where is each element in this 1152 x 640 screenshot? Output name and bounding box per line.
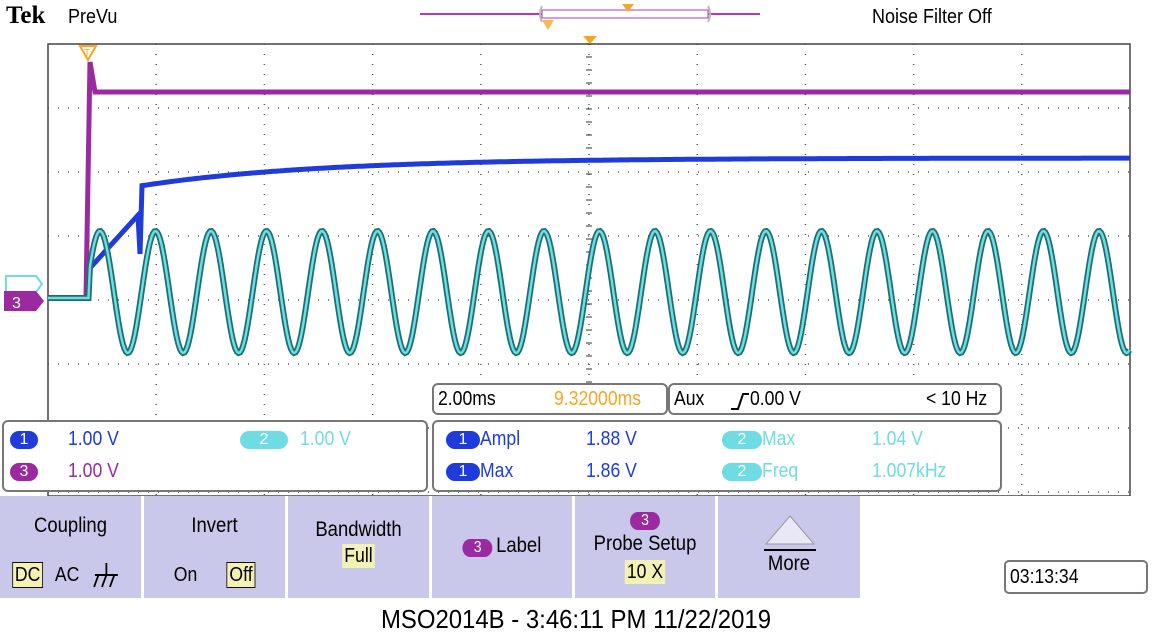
measurement-4-value: 1.007kHz [872,460,947,482]
horizontal-position-icon [583,36,597,44]
trigger-position-icon [78,45,98,63]
probe-setup-menu-button[interactable]: 3 Probe Setup 10 X [575,496,718,598]
expansion-point-icon [542,20,554,30]
waveform-display[interactable]: T3 [0,36,1152,496]
probe-setup-ch3-badge: 3 [630,512,660,530]
measurement-2-badge: 2 [722,431,762,449]
ch3-ground-marker [4,291,44,311]
timebase-scale: 2.00ms [438,388,496,410]
screen-markers: T3 [4,36,597,312]
invert-menu-button[interactable]: Invert On Off [144,496,288,598]
ch2-trace [48,229,1131,355]
ch3-badge: 3 [10,463,38,481]
noise-filter-status: Noise Filter Off [872,6,992,28]
triangle-up-icon [764,515,816,551]
timebase-readout[interactable]: 2.00ms 9.32000ms [432,383,668,415]
ch2-badge: 2 [240,431,288,449]
more-title: More [767,552,811,575]
trigger-frequency: < 10 Hz [926,388,988,410]
ch2-scale: 1.00 V [300,428,351,450]
horizontal-delay: 9.32000ms [554,388,642,410]
measurement-2-label: Max [762,428,796,450]
measurement-1-label: Ampl [480,428,521,450]
ch3-scale: 1.00 V [68,460,119,482]
measurement-3-badge: 1 [446,463,480,481]
trigger-position-label: T [84,48,90,59]
bandwidth-menu-button[interactable]: Bandwidth Full [288,496,432,598]
invert-on-option[interactable]: On [173,564,198,586]
trigger-readout[interactable]: Aux 0.00 V < 10 Hz [668,383,1002,415]
coupling-dc-option[interactable]: DC [12,562,43,588]
label-ch3-badge: 3 [462,539,493,557]
channel-scale-readout[interactable]: 1 1.00 V 2 1.00 V 3 1.00 V [2,420,428,492]
ch3-ground-marker-label: 3 [12,295,21,312]
ground-icon[interactable] [93,562,119,589]
trigger-marker-icon [622,4,634,12]
coupling-title: Coupling [34,514,107,537]
measurements-panel[interactable]: 1 Ampl 1.88 V 2 Max 1.04 V 1 Max 1.86 V … [432,420,1002,492]
coupling-ac-option[interactable]: AC [54,564,80,586]
probe-setup-title: Probe Setup [593,532,697,555]
acquisition-mode: PreVu [68,6,118,28]
measurement-1-value: 1.88 V [586,428,637,450]
bandwidth-title: Bandwidth [315,518,402,541]
measurement-3-label: Max [480,460,514,482]
ch2-ground-marker [5,275,44,293]
probe-setup-value: 10 X [625,560,665,584]
measurement-3-value: 1.86 V [586,460,637,482]
ch1-badge: 1 [10,431,38,449]
traces [48,61,1133,357]
status-bar: Tek PreVu Noise Filter Off [0,0,1152,36]
label-menu-button[interactable]: 3 Label [432,496,575,598]
trigger-level: 0.00 V [750,388,801,410]
measurement-2-value: 1.04 V [872,428,923,450]
bandwidth-value: Full [342,544,375,568]
clock-time: 03:13:34 [1010,566,1079,588]
measurement-4-badge: 2 [722,463,762,481]
trigger-source: Aux [674,388,705,410]
invert-off-option[interactable]: Off [226,562,256,588]
ch1-trace [48,155,1130,301]
label-title: Label [496,534,542,557]
measurement-4-label: Freq [762,460,799,482]
clock-readout: 03:13:34 [1004,560,1148,594]
footer-caption: MSO2014B - 3:46:11 PM 11/22/2019 [380,604,772,634]
channel-menu: Coupling DC AC Invert On Off Bandwidth F… [0,496,860,598]
measurement-1-badge: 1 [446,431,480,449]
record-position-bar[interactable] [420,0,760,34]
ch1-scale: 1.00 V [68,428,119,450]
more-menu-button[interactable]: More [718,496,860,598]
rising-edge-icon [731,393,749,410]
invert-title: Invert [191,514,238,537]
brand-logo: Tek [6,2,46,29]
coupling-menu-button[interactable]: Coupling DC AC [0,496,144,598]
